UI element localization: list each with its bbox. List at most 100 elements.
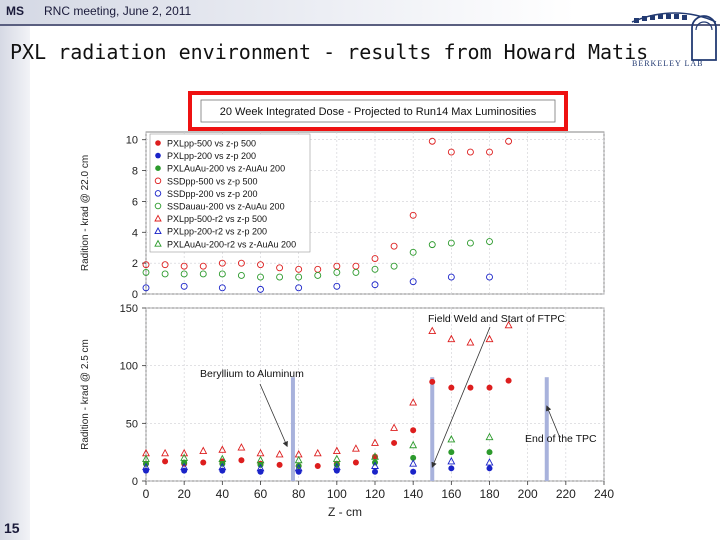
data-point [142,261,150,269]
x-tick-label: 80 [292,487,306,501]
data-point [237,272,245,279]
data-point [276,273,284,281]
data-point [181,467,188,474]
header-divider [0,24,720,26]
data-point [218,445,227,453]
data-point [200,459,207,466]
vertical-marker-bar [290,377,295,481]
data-point [485,458,494,466]
y-axis-label: Radition - krad @ 2.5 cm [80,339,91,450]
data-point [390,423,399,431]
data-point [485,334,494,343]
data-point [371,452,379,460]
slide-title: PXL radiation environment - results from… [10,40,649,64]
data-point [447,435,456,443]
legend-marker [154,202,162,210]
x-tick-label: 100 [327,487,347,501]
data-point [486,148,493,156]
data-point [447,334,456,343]
data-point [466,338,475,346]
data-point [332,454,341,463]
legend-marker [154,190,162,197]
data-point [257,285,264,293]
data-point [428,326,437,335]
data-point [237,259,245,267]
data-point [180,270,188,278]
legend-label: PXLpp-500-r2 vs z-p 500 [167,214,267,224]
chart-title-inner-box [200,99,556,123]
data-point [448,449,455,456]
data-point [505,137,513,145]
data-point [333,467,340,474]
data-point [371,438,379,446]
data-point [448,384,455,391]
x-tick-label: 120 [365,487,385,501]
data-point [142,268,150,276]
annotation-label: Beryllium to Aluminum [200,368,304,380]
y-tick-label: 4 [132,227,138,239]
data-point [409,211,417,219]
legend-label: PXLAuAu-200-r2 vs z-AuAu 200 [167,239,296,249]
data-point [486,273,493,281]
y-tick-label: 8 [132,166,138,178]
data-point [294,455,303,464]
x-tick-label: 40 [216,487,230,501]
data-point [447,273,455,281]
x-tick-label: 220 [556,487,576,501]
header-band [0,0,720,24]
y-tick-label: 10 [126,135,138,147]
data-point [276,264,284,272]
data-point [257,468,264,475]
data-point [332,446,341,454]
data-point [486,238,493,245]
data-point [219,467,226,474]
legend-label: PXLpp-500 vs z-p 500 [167,139,256,149]
legend-marker [154,177,162,185]
data-point [409,248,417,256]
data-point [275,450,284,458]
data-point [371,281,379,289]
data-point [371,461,379,469]
data-point [409,278,417,286]
berkeley-lab-logo: BERKELEY LAB [631,12,717,68]
x-tick-label: 160 [441,487,461,501]
data-point [295,284,303,292]
y-tick-label: 100 [120,361,138,373]
data-point [313,448,322,457]
data-point [237,443,246,451]
data-point [448,465,455,472]
legend-label: PXLpp-200-r2 vs z-p 200 [167,227,267,237]
data-point [410,427,417,434]
data-point [504,320,513,329]
data-point [218,284,226,292]
y-axis-label: Radition - krad @ 22.0 cm [80,155,91,271]
legend-marker [154,214,162,222]
data-point [180,282,188,290]
data-point [486,465,493,472]
y-tick-label: 0 [132,289,138,301]
data-point [295,273,303,281]
data-point [333,282,341,290]
data-point [352,268,360,276]
legend-label: PXLpp-200 vs z-p 200 [167,151,256,161]
annotation-arrow [431,326,491,468]
data-point [199,262,207,270]
y-tick-label: 50 [126,418,138,430]
legend-marker [155,152,161,159]
data-point [447,239,455,247]
x-tick-label: 20 [177,487,191,501]
x-tick-label: 60 [254,487,268,501]
annotation-label: Field Weld and Start of FTPC [428,313,565,325]
data-point [466,148,474,156]
x-tick-label: 240 [594,487,614,501]
data-point [161,261,169,269]
y-tick-label: 6 [132,196,138,208]
data-point [390,262,398,270]
data-point [257,273,264,281]
x-tick-label: 200 [518,487,538,501]
header-meeting-label: RNC meeting, June 2, 2011 [44,4,192,18]
legend-box [149,133,311,253]
data-point [410,454,417,461]
y-tick-label: 150 [120,303,138,315]
data-point [314,463,321,470]
